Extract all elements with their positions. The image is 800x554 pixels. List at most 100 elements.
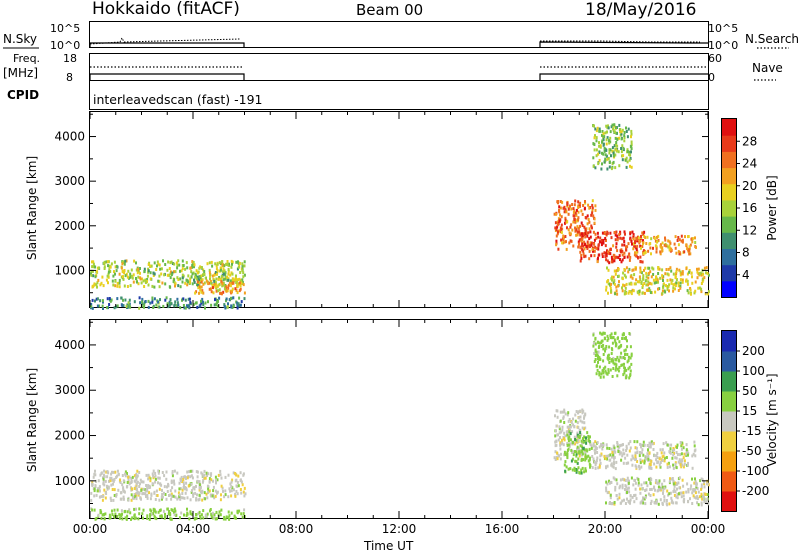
velocity-cell bbox=[198, 480, 201, 484]
power-cell bbox=[562, 234, 565, 238]
velocity-cell bbox=[621, 499, 624, 503]
power-cell bbox=[675, 272, 678, 275]
power-cell bbox=[219, 262, 222, 266]
velocity-cell bbox=[639, 491, 642, 495]
velocity-cell bbox=[621, 486, 624, 490]
velocity-cell bbox=[659, 461, 662, 464]
power-cell bbox=[143, 285, 146, 288]
power-cell bbox=[176, 301, 179, 305]
velocity-cell bbox=[598, 373, 601, 377]
power-cell bbox=[106, 297, 109, 301]
power-cell bbox=[679, 286, 682, 290]
power-cell bbox=[598, 141, 600, 145]
velocity-cell bbox=[626, 488, 628, 492]
power-cell bbox=[226, 278, 229, 282]
velocity-cell bbox=[650, 499, 653, 503]
velocity-cell bbox=[95, 493, 98, 497]
velocity-cell bbox=[570, 448, 573, 452]
velocity-cell bbox=[187, 484, 190, 488]
velocity-cell bbox=[563, 437, 565, 441]
power-cell bbox=[631, 276, 634, 280]
power-cell bbox=[218, 296, 221, 300]
power-cell bbox=[231, 262, 233, 266]
velocity-cell bbox=[220, 484, 223, 488]
velocity-cell bbox=[602, 367, 605, 371]
velocity-cell bbox=[106, 487, 109, 491]
power-cell bbox=[232, 296, 235, 300]
velocity-cell bbox=[566, 433, 569, 437]
power-cell bbox=[604, 153, 607, 157]
velocity-cell bbox=[175, 513, 178, 517]
velocity-cell bbox=[203, 491, 206, 495]
velocity-cell bbox=[665, 456, 668, 459]
power-cell bbox=[557, 230, 559, 234]
power-cell bbox=[627, 242, 630, 246]
power-cell bbox=[639, 255, 642, 259]
velocity-cell bbox=[700, 487, 703, 491]
velocity-cell bbox=[678, 476, 681, 480]
power-cell bbox=[203, 270, 206, 273]
velocity-cell bbox=[607, 454, 610, 458]
power-cell bbox=[239, 271, 242, 274]
power-cell bbox=[176, 276, 179, 280]
velocity-cell bbox=[682, 446, 685, 450]
velocity-colorbar-swatch bbox=[722, 471, 736, 492]
power-cell bbox=[220, 280, 223, 284]
velocity-cell bbox=[618, 445, 621, 449]
power-band bbox=[592, 123, 633, 171]
velocity-cell bbox=[232, 471, 235, 475]
power-cell bbox=[648, 266, 651, 270]
velocity-cell bbox=[612, 476, 615, 480]
velocity-cell bbox=[657, 485, 660, 489]
power-cell bbox=[237, 260, 239, 264]
velocity-cell bbox=[594, 448, 597, 452]
power-cell bbox=[554, 221, 557, 225]
power-cell bbox=[602, 138, 605, 142]
power-cell bbox=[220, 291, 223, 295]
velocity-cell bbox=[621, 483, 624, 487]
power-cell bbox=[602, 152, 605, 156]
velocity-cell bbox=[103, 475, 106, 479]
power-cell bbox=[157, 279, 160, 283]
velocity-cell bbox=[584, 438, 587, 442]
velocity-cell bbox=[696, 501, 699, 505]
velocity-cell bbox=[574, 419, 577, 423]
power-cell bbox=[603, 251, 606, 255]
velocity-cell bbox=[610, 347, 613, 351]
power-cell bbox=[123, 284, 126, 288]
velocity-cell bbox=[116, 515, 119, 518]
velocity-cell bbox=[94, 469, 96, 473]
velocity-cell bbox=[694, 480, 697, 484]
velocity-cell bbox=[244, 492, 247, 496]
velocity-cell bbox=[600, 372, 603, 376]
velocity-cell bbox=[555, 443, 558, 447]
velocity-cell bbox=[199, 486, 202, 490]
power-cell bbox=[151, 298, 154, 302]
power-cell bbox=[580, 221, 583, 225]
velocity-cell bbox=[596, 357, 599, 361]
power-cell bbox=[236, 267, 239, 271]
velocity-cell bbox=[122, 497, 125, 501]
velocity-cell bbox=[564, 469, 567, 473]
velocity-cell bbox=[660, 451, 663, 455]
power-cell bbox=[666, 287, 669, 291]
power-cell bbox=[602, 241, 605, 244]
power-cell bbox=[184, 267, 187, 271]
power-cell bbox=[161, 281, 164, 285]
power-cell bbox=[178, 263, 181, 267]
velocity-cell bbox=[560, 442, 563, 446]
power-cell bbox=[166, 302, 169, 306]
velocity-cell bbox=[577, 457, 580, 461]
station-title: Hokkaido (fitACF) bbox=[92, 0, 240, 19]
velocity-cell bbox=[120, 509, 123, 513]
velocity-cell bbox=[563, 410, 566, 414]
power-cell bbox=[613, 259, 616, 263]
velocity-cell bbox=[623, 371, 626, 375]
power-cell bbox=[642, 241, 645, 245]
velocity-cell bbox=[170, 497, 173, 501]
power-cell bbox=[186, 304, 188, 308]
velocity-cell bbox=[110, 483, 113, 487]
velocity-cell bbox=[685, 443, 688, 447]
power-cell bbox=[560, 227, 563, 231]
power-cell bbox=[159, 298, 161, 302]
